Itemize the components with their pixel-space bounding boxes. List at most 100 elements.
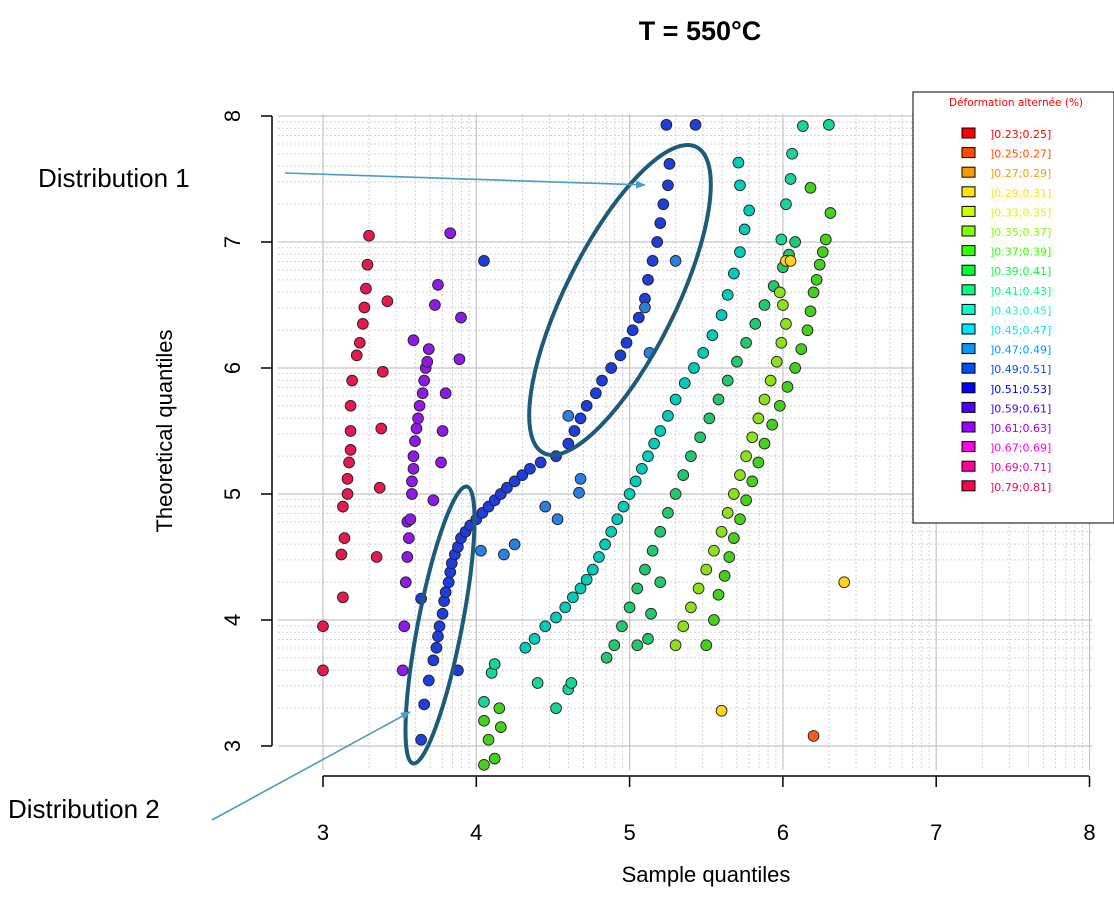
data-point	[734, 246, 746, 258]
data-point	[528, 633, 541, 645]
data-point	[430, 641, 443, 654]
data-point	[692, 582, 705, 595]
data-point	[407, 450, 420, 463]
data-point	[406, 488, 418, 500]
data-point	[746, 431, 759, 444]
data-point	[810, 273, 823, 286]
data-point	[381, 295, 394, 308]
data-point	[337, 500, 349, 513]
data-point	[574, 412, 587, 425]
data-point	[399, 576, 412, 589]
x-tick-label: 8	[1083, 820, 1095, 845]
chart-title: T = 550°C	[639, 16, 762, 46]
data-point	[723, 551, 736, 563]
data-point	[550, 702, 562, 715]
legend-label: ]0.29;0.31]	[990, 187, 1051, 200]
legend-swatch	[961, 441, 976, 453]
legend-label: ]0.35;0.37]	[990, 226, 1051, 239]
data-point	[559, 601, 572, 614]
data-point	[807, 286, 820, 299]
data-point	[645, 607, 657, 620]
data-point	[562, 410, 575, 422]
data-point	[786, 147, 798, 160]
data-point	[421, 355, 434, 368]
data-point	[551, 513, 564, 526]
data-point	[752, 412, 765, 425]
data-point	[697, 347, 710, 359]
data-point	[605, 362, 618, 374]
x-axis-ticks: 3 4 5 6 7 8	[317, 776, 1096, 845]
x-tick-label: 4	[470, 820, 482, 845]
data-point	[406, 475, 418, 488]
x-tick-label: 5	[623, 820, 635, 845]
data-point	[344, 444, 357, 456]
data-point	[804, 181, 817, 194]
data-point	[669, 639, 682, 652]
data-point	[350, 349, 363, 362]
x-tick-label: 7	[930, 820, 942, 845]
legend-swatch	[961, 284, 976, 296]
legend-label: ]0.51;0.53]	[990, 383, 1051, 396]
data-point	[531, 677, 544, 689]
data-point	[773, 399, 786, 412]
data-point	[721, 289, 734, 301]
data-point	[596, 374, 608, 387]
data-point	[813, 258, 826, 271]
data-point	[412, 412, 424, 425]
data-point	[493, 702, 506, 715]
data-point	[363, 229, 375, 242]
data-point	[654, 425, 667, 437]
data-point	[433, 620, 446, 633]
x-tick-label: 6	[777, 820, 789, 845]
data-point	[439, 586, 452, 599]
data-point	[631, 639, 644, 652]
y-tick-label: 7	[220, 236, 245, 248]
data-point	[623, 488, 636, 500]
data-point	[614, 349, 627, 362]
data-point	[574, 582, 587, 595]
data-point	[660, 118, 673, 131]
data-point	[789, 362, 802, 374]
legend-label: ]0.39;0.41]	[990, 265, 1051, 278]
data-point	[678, 377, 691, 389]
data-point	[427, 494, 440, 507]
data-point	[694, 431, 706, 444]
data-point	[727, 488, 740, 500]
legend-swatch	[961, 401, 976, 413]
data-point	[534, 456, 547, 469]
data-point	[804, 305, 817, 318]
data-point	[743, 204, 756, 217]
legend-label: ]0.49;0.51]	[990, 363, 1051, 376]
data-point	[706, 329, 719, 342]
data-point	[740, 494, 752, 507]
distribution-1-label: Distribution 1	[38, 163, 190, 193]
legend-label: ]0.25;0.27]	[990, 148, 1051, 161]
data-point	[629, 475, 642, 488]
data-point	[358, 301, 371, 314]
distribution-2-label: Distribution 2	[8, 794, 160, 824]
data-point	[662, 410, 674, 422]
data-point	[360, 282, 372, 295]
data-point	[823, 118, 835, 131]
data-point	[488, 658, 501, 670]
data-point	[565, 677, 578, 689]
data-point	[819, 233, 832, 246]
data-point	[453, 353, 466, 366]
data-point	[669, 255, 682, 267]
data-point	[346, 374, 358, 387]
data-point	[550, 611, 562, 624]
data-point	[478, 696, 490, 708]
data-point	[373, 481, 386, 494]
legend-label: ]0.41;0.43]	[990, 285, 1051, 298]
data-point	[662, 507, 674, 519]
data-point	[669, 393, 682, 406]
x-axis-title: Sample quantiles	[622, 862, 791, 887]
legend-label: ]0.43;0.45]	[990, 304, 1051, 317]
data-point	[494, 721, 507, 733]
data-point	[600, 651, 613, 664]
y-tick-label: 4	[220, 614, 245, 626]
data-point	[766, 418, 779, 431]
data-point	[775, 233, 788, 246]
legend-swatch	[961, 166, 976, 178]
data-point	[732, 156, 745, 169]
